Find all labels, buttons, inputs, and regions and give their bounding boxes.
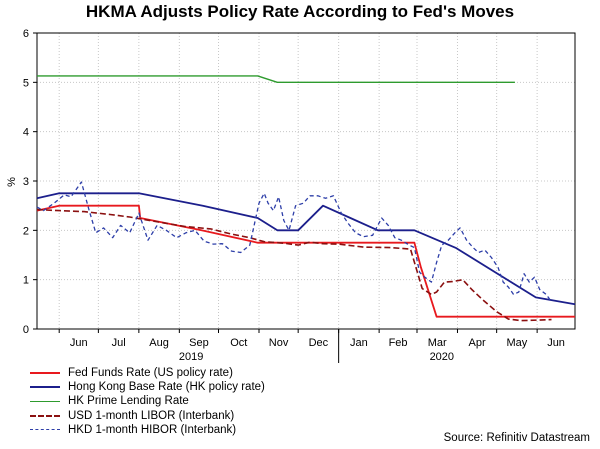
x-tick-label: Feb <box>389 337 408 349</box>
series-lines <box>36 75 576 322</box>
x-tick-label: Jun <box>70 337 88 349</box>
y-tick-label: 5 <box>23 77 29 89</box>
year-label: 2020 <box>430 351 454 363</box>
x-tick-label: Oct <box>230 337 247 349</box>
x-tick-label: Apr <box>469 337 486 349</box>
legend-swatch <box>30 372 60 375</box>
legend-swatch <box>30 414 60 417</box>
legend: Fed Funds Rate (US policy rate) Hong Kong… <box>30 366 265 437</box>
legend-item: HK Prime Lending Rate <box>30 394 265 408</box>
legend-swatch <box>30 429 60 431</box>
x-tick-label: Mar <box>428 337 447 349</box>
gridlines <box>37 33 575 329</box>
y-tick-label: 4 <box>23 127 29 139</box>
series-line-3 <box>37 75 515 83</box>
legend-swatch <box>30 400 60 402</box>
legend-item: Hong Kong Base Rate (HK policy rate) <box>30 380 265 394</box>
x-tick-label: Jan <box>350 337 368 349</box>
legend-label: HKD 1-month HIBOR (Interbank) <box>68 423 237 436</box>
y-tick-label: 2 <box>23 225 29 237</box>
y-axis-label: % <box>6 177 18 187</box>
x-tick-label: Sep <box>189 337 209 349</box>
x-tick-label: May <box>507 337 528 349</box>
legend-label: USD 1-month LIBOR (Interbank) <box>68 409 235 422</box>
series-line-4 <box>36 208 552 322</box>
legend-item: Fed Funds Rate (US policy rate) <box>30 366 265 380</box>
y-tick-label: 0 <box>23 324 29 336</box>
legend-item: HKD 1-month HIBOR (Interbank) <box>30 423 265 437</box>
y-tick-label: 1 <box>23 275 29 287</box>
x-tick-label: Aug <box>149 337 169 349</box>
x-tick-label: Nov <box>269 337 289 349</box>
series-line-2 <box>36 192 576 306</box>
series-line-5 <box>36 181 553 303</box>
x-tick-label: Dec <box>309 337 329 349</box>
chart-title: HKMA Adjusts Policy Rate According to Fe… <box>85 2 515 21</box>
legend-label: Hong Kong Base Rate (HK policy rate) <box>68 381 265 394</box>
legend-item: USD 1-month LIBOR (Interbank) <box>30 409 265 423</box>
legend-label: Fed Funds Rate (US policy rate) <box>68 367 233 379</box>
year-label: 2019 <box>179 351 203 363</box>
legend-swatch <box>30 386 60 389</box>
plot-frame <box>36 32 576 330</box>
x-tick-label: Jul <box>112 337 126 349</box>
legend-label: HK Prime Lending Rate <box>68 395 189 408</box>
source-note: Source: Refinitiv Datastream <box>443 432 590 444</box>
x-tick-label: Jun <box>547 337 565 349</box>
x-axis: Jun Jul Aug Sep Oct Nov Dec Jan Feb Mar Apr May Jun 2… <box>58 329 565 363</box>
y-tick-label: 6 <box>23 28 29 40</box>
y-axis: 0 1 2 3 4 5 6 <box>23 28 37 336</box>
y-tick-label: 3 <box>23 176 29 188</box>
